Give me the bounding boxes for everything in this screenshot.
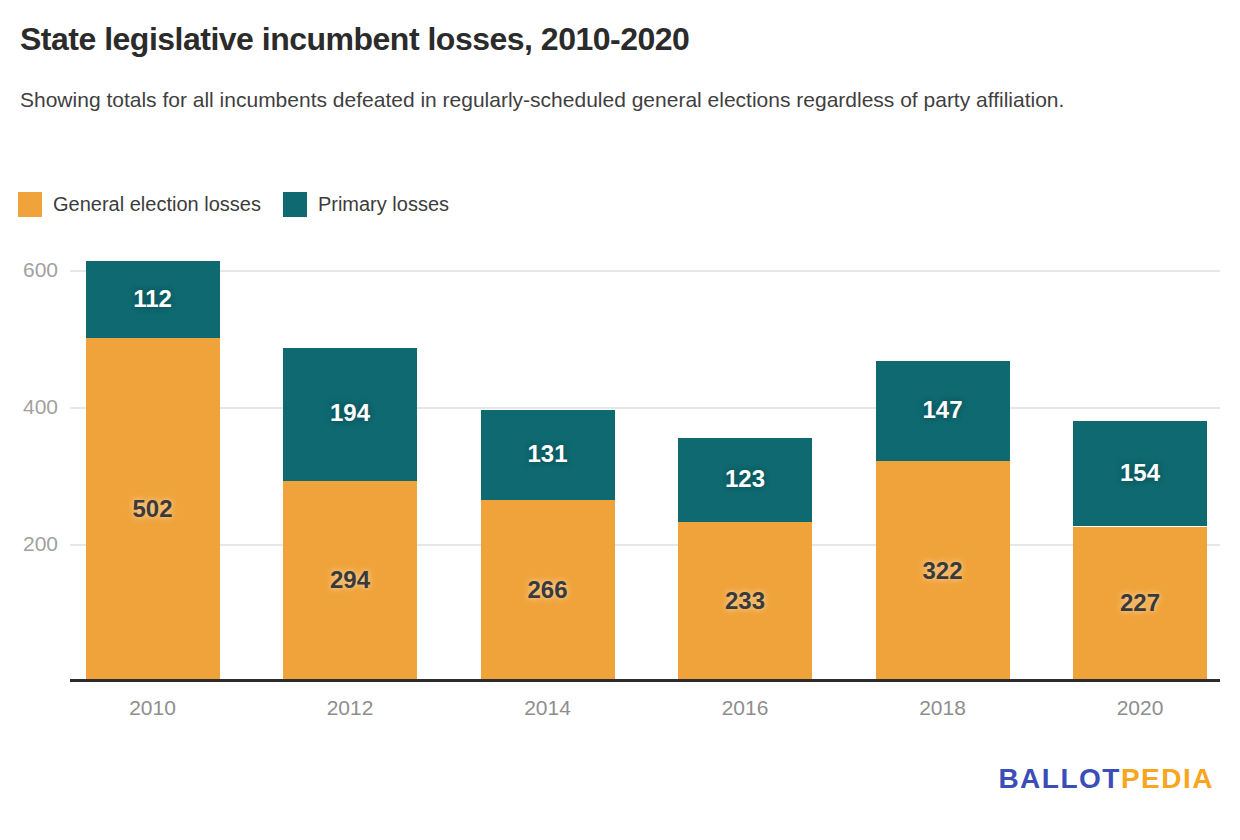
gridline-600 bbox=[70, 270, 1220, 272]
bar-value-label: 123 bbox=[678, 465, 812, 493]
y-axis-tick-label: 600 bbox=[8, 258, 58, 282]
bar-segment-2010-primary[interactable]: 112 bbox=[86, 261, 220, 338]
stacked-bar-plot: 200 400 600 502 112 2010 294 194 2012 266 131 2014 2… bbox=[0, 0, 1240, 840]
bar-value-label: 294 bbox=[283, 566, 417, 594]
bar-segment-2012-general[interactable]: 294 bbox=[283, 481, 417, 682]
bar-value-label: 266 bbox=[481, 576, 615, 604]
gridline-400 bbox=[70, 407, 1220, 409]
x-axis-category-label: 2016 bbox=[675, 696, 815, 720]
bar-value-label: 112 bbox=[86, 285, 220, 313]
logo-text-ballot: BALLOT bbox=[998, 763, 1121, 794]
bar-value-label: 227 bbox=[1073, 589, 1207, 617]
bar-value-label: 233 bbox=[678, 587, 812, 615]
bar-segment-2016-general[interactable]: 233 bbox=[678, 522, 812, 682]
bar-segment-2020-primary[interactable]: 154 bbox=[1073, 421, 1207, 526]
x-axis-category-label: 2012 bbox=[280, 696, 420, 720]
bar-segment-2014-general[interactable]: 266 bbox=[481, 500, 615, 682]
x-axis-category-label: 2018 bbox=[873, 696, 1013, 720]
bar-value-label: 147 bbox=[876, 396, 1010, 424]
bar-segment-2012-primary[interactable]: 194 bbox=[283, 348, 417, 481]
bar-segment-2018-general[interactable]: 322 bbox=[876, 461, 1010, 682]
bar-value-label: 154 bbox=[1073, 459, 1207, 487]
chart-page: State legislative incumbent losses, 2010… bbox=[0, 0, 1240, 840]
bar-segment-2014-primary[interactable]: 131 bbox=[481, 410, 615, 500]
gridline-200 bbox=[70, 544, 1220, 546]
bar-segment-2018-primary[interactable]: 147 bbox=[876, 361, 1010, 462]
x-axis-category-label: 2014 bbox=[478, 696, 618, 720]
bar-segment-2010-general[interactable]: 502 bbox=[86, 338, 220, 682]
y-axis-tick-label: 400 bbox=[8, 395, 58, 419]
x-axis-category-label: 2020 bbox=[1070, 696, 1210, 720]
bar-value-label: 131 bbox=[481, 440, 615, 468]
x-axis-category-label: 2010 bbox=[83, 696, 223, 720]
bar-segment-2016-primary[interactable]: 123 bbox=[678, 438, 812, 522]
bar-value-label: 502 bbox=[86, 495, 220, 523]
bar-value-label: 322 bbox=[876, 557, 1010, 585]
bar-value-label: 194 bbox=[283, 399, 417, 427]
logo-text-pedia: PEDIA bbox=[1121, 763, 1214, 794]
x-axis-line bbox=[70, 679, 1220, 682]
bar-segment-2020-general[interactable]: 227 bbox=[1073, 527, 1207, 682]
ballotpedia-logo: BALLOTPEDIA bbox=[998, 763, 1214, 795]
y-axis-tick-label: 200 bbox=[8, 532, 58, 556]
